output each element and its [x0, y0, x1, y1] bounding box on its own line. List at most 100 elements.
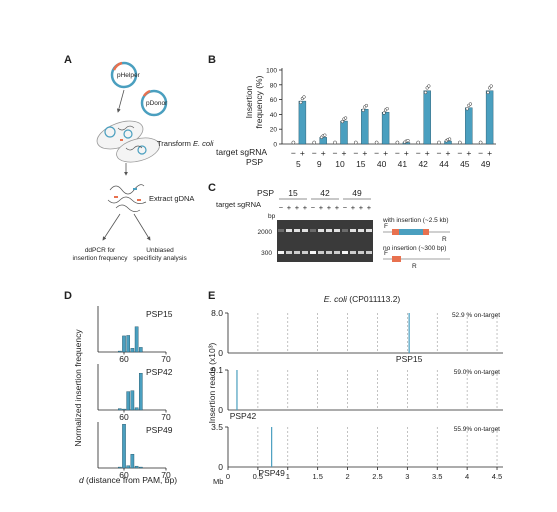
cargo-icon — [399, 229, 423, 235]
gel-band-upper — [358, 229, 364, 232]
panel-e-x-tick-label: 3.5 — [432, 472, 442, 481]
panel-d-bar — [126, 465, 130, 469]
panel-d-bar — [117, 408, 122, 411]
panel-c-psp-label: PSP — [257, 188, 274, 198]
panel-d-x-tick-label: 70 — [161, 354, 171, 364]
panel-d-subplot-label: PSP42 — [146, 367, 173, 377]
gel-band-upper — [302, 229, 308, 232]
panel-e-xunit: Mb — [213, 477, 223, 486]
point-plus-psp42 — [427, 84, 431, 88]
panel-a-schematic: pHelper pDonor Transform E. coli Extract… — [73, 61, 214, 262]
panel-label-e: E — [208, 290, 215, 302]
point-plus-psp45 — [465, 107, 469, 111]
gel-lane-sign: + — [359, 203, 364, 212]
panel-b-ylabel-1: Insertion — [244, 85, 254, 118]
panel-d-x-tick-label: 70 — [161, 412, 171, 422]
panel-e-x-tick-label: 0.5 — [253, 472, 263, 481]
panel-b-sgrna-minus: − — [395, 148, 400, 158]
bar-plus-psp49 — [485, 90, 494, 145]
panel-d-bar — [134, 326, 139, 353]
panel-e-peak-PSP42 — [236, 370, 238, 410]
panel-e-charts: 8.0 0 52.9 % on-target PSP15 9.1 0 59.0% on-ta… — [211, 308, 503, 481]
point-plus-psp15 — [364, 103, 369, 108]
panel-d-charts: PSP15 60 70 PSP42 60 70 PSP49 60 70 — [97, 306, 173, 480]
point-plus-psp5 — [299, 100, 303, 105]
panel-b-sgrna-plus: + — [321, 148, 326, 158]
gel-lane-sign: + — [367, 203, 372, 212]
panel-b-y-tick-label: 20 — [270, 127, 278, 134]
panel-b-psp-label-41: 41 — [398, 159, 408, 169]
panel-e-x-tick-label: 1 — [286, 472, 290, 481]
panel-b-y-tick-label: 40 — [270, 112, 278, 119]
gel-lane-sign: + — [303, 203, 308, 212]
gel-lane-sign: + — [327, 203, 332, 212]
panel-b-sgrna-plus: + — [300, 148, 305, 158]
panel-e-x-tick-label: 2 — [345, 472, 349, 481]
panel-e-title: E. coli (CP011113.2) — [324, 294, 401, 304]
panel-d-ylabel: Normalized insertion frequency — [73, 329, 83, 447]
panel-e-on-target-label: 55.9% on-target — [454, 426, 500, 433]
primer-f-label-2: F — [384, 250, 388, 257]
panel-b-psp-label: PSP — [246, 157, 263, 167]
primer-f-label-1: F — [384, 223, 388, 230]
bar-plus-psp15 — [361, 109, 369, 145]
gel-band-lower — [358, 251, 364, 254]
bar-plus-psp42 — [423, 90, 431, 145]
panel-e-x-tick-label: 0 — [226, 472, 230, 481]
panel-e-peak-PSP49 — [271, 427, 273, 467]
panel-b-y-tick-label: 0 — [273, 142, 277, 149]
panel-e-x-tick-label: 4.5 — [492, 472, 502, 481]
panel-label-d: D — [64, 290, 72, 302]
panel-label-b: B — [208, 54, 216, 66]
panel-d-xlabel: d (distance from PAM, bp) — [79, 475, 177, 485]
gel-band-lower — [302, 251, 308, 254]
panel-d-subplot-label: PSP49 — [146, 425, 173, 435]
gel-lane-sign: + — [335, 203, 340, 212]
panel-d-x-tick-label: 60 — [119, 470, 129, 480]
point-minus-psp15 — [353, 140, 358, 145]
panel-b-sgrna-minus: − — [457, 148, 462, 158]
panel-e-peak-label: PSP42 — [230, 411, 257, 421]
panel-b-sgrna-minus: − — [416, 148, 421, 158]
pdonor-plasmid-icon — [140, 89, 168, 117]
panel-b-psp-label-45: 45 — [460, 159, 470, 169]
panel-b-sgrna-minus: − — [353, 148, 358, 158]
panel-e-ymax-label: 9.1 — [211, 365, 223, 375]
panel-b-psp-label-10: 10 — [335, 159, 345, 169]
panel-c-gel: 15 42 49− + + + − + + + − + + + — [277, 188, 373, 262]
unbiased-label-1: Unbiased — [146, 247, 174, 254]
panel-b-sgrna-minus: − — [437, 148, 442, 158]
point-plus-psp45 — [468, 102, 473, 106]
gel-band-lower — [334, 251, 340, 254]
point-plus-psp9 — [323, 133, 327, 137]
gel-psp-label: 15 — [288, 188, 298, 198]
panel-d-subplot-label: PSP15 — [146, 309, 173, 319]
panel-d-bar — [130, 390, 135, 411]
gel-lane-sign: − — [343, 203, 348, 212]
primer-r-label-2: R — [412, 263, 417, 270]
bar-plus-psp45 — [465, 107, 473, 145]
bar-plus-psp40 — [381, 111, 390, 145]
bar-plus-psp5 — [298, 100, 307, 145]
panel-e-x-tick-label: 1.5 — [312, 472, 322, 481]
panel-b-sgrna-label: target sgRNA — [216, 147, 267, 157]
gel-band-upper — [334, 229, 340, 232]
pdonor-label: pDonor — [146, 100, 168, 107]
gel-band-lower — [294, 251, 300, 254]
ddpcr-label-1: ddPCR for — [85, 247, 116, 254]
gel-band-upper — [278, 229, 284, 232]
ladder-300: 300 — [261, 250, 272, 257]
panel-b-sgrna-plus: + — [487, 148, 492, 158]
panel-e-peak-label: PSP15 — [396, 354, 423, 364]
gel-band-upper — [366, 229, 372, 232]
gel-band-lower — [286, 251, 292, 254]
gel-band-lower — [310, 251, 316, 254]
gel-band-upper — [342, 229, 348, 232]
panel-b-sgrna-plus: + — [425, 148, 430, 158]
point-plus-psp49 — [486, 90, 490, 95]
panel-e-ymax-label: 8.0 — [211, 308, 223, 318]
panel-e-y0-label: 0 — [218, 348, 223, 358]
panel-d-bar — [130, 454, 135, 469]
panel-b-sgrna-minus: − — [291, 148, 296, 158]
gel-band-lower — [350, 251, 356, 254]
